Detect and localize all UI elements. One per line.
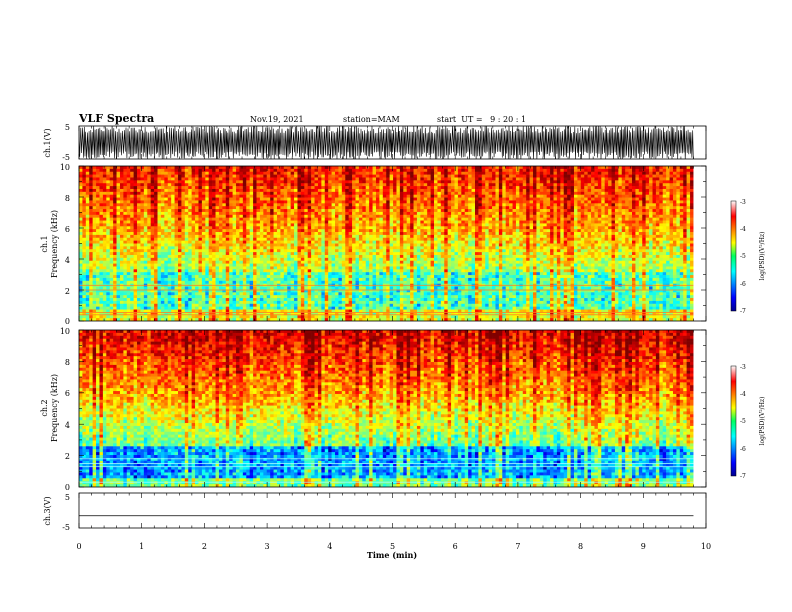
colorbar-ch2-scale — [730, 365, 737, 477]
s2-ytick-0: 0 — [65, 483, 70, 492]
s2-ytick-8: 8 — [65, 358, 70, 367]
cb1-tick-m7: -7 — [740, 308, 746, 315]
waveform-ch3-frame — [78, 492, 707, 529]
x-tick-label: 8 — [578, 542, 583, 551]
s2-ytick-6: 6 — [65, 389, 70, 398]
cb2-tick-m3: -3 — [740, 364, 746, 371]
s2-ytick-2: 2 — [65, 452, 70, 461]
s2-ylabel-channel: ch.2 — [40, 399, 49, 416]
cb1-label: log(PSD)(V²/Hz) — [759, 232, 766, 281]
spectrogram-ch2-image — [79, 330, 706, 487]
start-time-label: start UT = 9 : 20 : 1 — [437, 115, 526, 124]
w1-ylabel: ch.1(V) — [43, 128, 52, 157]
x-tick-label: 6 — [453, 542, 458, 551]
time-axis-ticks — [78, 126, 707, 528]
s1-ytick-6: 6 — [65, 225, 70, 234]
cb1-tick-m4: -4 — [740, 226, 746, 233]
cb1-tick-m5: -5 — [740, 253, 746, 260]
colorbar-ch2: -3 -4 -5 -6 -7 log(PSD)(V²/Hz) — [730, 364, 766, 480]
s1-ytick-0: 0 — [65, 317, 70, 326]
waveform-ch1-path — [79, 126, 694, 159]
x-tick-label: 1 — [139, 542, 144, 551]
spectrogram-ch1-image — [79, 166, 706, 321]
cb1-tick-m6: -6 — [740, 281, 746, 288]
s1-ytick-10: 10 — [60, 163, 70, 172]
cb2-tick-m7: -7 — [740, 473, 746, 480]
w3-ytick-top: 5 — [65, 493, 70, 502]
x-tick-label: 7 — [515, 542, 520, 551]
s1-ytick-2: 2 — [65, 287, 70, 296]
waveform-ch1-trace — [79, 126, 694, 159]
s1-ylabel-freq: Frequency (kHz) — [50, 210, 59, 278]
time-axis-labels: 0 1 2 3 4 5 6 7 8 9 10 — [76, 542, 711, 551]
x-axis-label: Time (min) — [367, 550, 417, 560]
s1-ytick-4: 4 — [65, 256, 70, 265]
x-tick-label: 3 — [265, 542, 270, 551]
w3-ytick-bottom: -5 — [62, 523, 70, 532]
s2-ytick-4: 4 — [65, 421, 70, 430]
cb2-label: log(PSD)(V²/Hz) — [759, 397, 766, 446]
w3-ylabel: ch.3(V) — [43, 496, 52, 525]
x-tick-label: 0 — [76, 542, 81, 551]
cb2-tick-m5: -5 — [740, 418, 746, 425]
w1-ytick-bottom: -5 — [62, 153, 70, 162]
station-label: station=MAM — [343, 115, 400, 124]
x-tick-label: 10 — [701, 542, 711, 551]
spectrogram-ch2-panel: 0 2 4 6 8 10 ch.2 Frequency (kHz) — [40, 327, 707, 492]
x-tick-label: 2 — [202, 542, 207, 551]
s1-ylabel-channel: ch.1 — [40, 235, 49, 252]
cb1-tick-m3: -3 — [740, 199, 746, 206]
waveform-ch3-panel: 5 -5 ch.3(V) — [43, 492, 707, 532]
waveform-ch1-panel: 5 -5 ch.1(V) — [43, 123, 707, 162]
s1-ytick-8: 8 — [65, 194, 70, 203]
colorbar-ch1-scale — [730, 200, 737, 312]
s2-ytick-10: 10 — [60, 327, 70, 336]
s2-ylabel-freq: Frequency (kHz) — [50, 374, 59, 442]
colorbar-ch1: -3 -4 -5 -6 -7 log(PSD)(V²/Hz) — [730, 199, 766, 315]
figure-title: VLF Spectra — [78, 112, 154, 125]
x-tick-label: 9 — [641, 542, 646, 551]
date-label: Nov.19, 2021 — [250, 115, 304, 124]
cb2-tick-m6: -6 — [740, 446, 746, 453]
x-tick-label: 4 — [327, 542, 332, 551]
x-tick-label: 5 — [390, 542, 395, 551]
w1-ytick-top: 5 — [65, 123, 70, 132]
cb2-tick-m4: -4 — [740, 391, 746, 398]
spectrogram-ch1-panel: 0 2 4 6 8 10 ch.1 Frequency (kHz) — [40, 163, 707, 326]
